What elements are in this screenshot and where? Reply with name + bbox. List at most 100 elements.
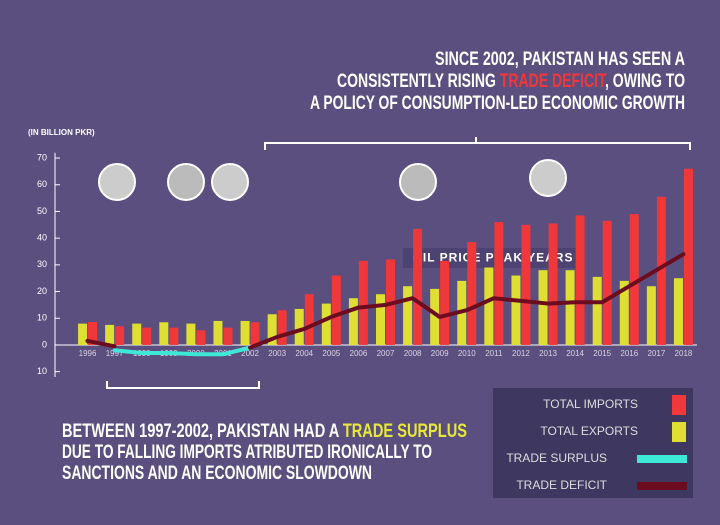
x-tick-label: 2006 [350,349,368,358]
note-highlight: TRADE SURPLUS [343,421,467,442]
x-tick-label: 2011 [485,349,503,358]
x-tick-label: 2007 [377,349,395,358]
y-tick-label: 40 [37,233,47,243]
legend-swatch [637,482,687,490]
bar [413,228,423,345]
bar [358,260,368,345]
legend-label: TRADE SURPLUS [506,451,607,465]
bar [240,320,250,345]
headline-part: CONSISTENTLY RISING [337,71,500,92]
legend-label: TOTAL IMPORTS [543,397,638,411]
bar [223,327,233,345]
bar [186,323,196,345]
bar [132,323,142,345]
bar [403,286,413,345]
note-line: BETWEEN 1997-2002, PAKISTAN HAD A TRADE … [62,421,467,442]
x-tick-label: 2008 [404,349,422,358]
bar [331,275,341,345]
y-tick-label: 50 [37,206,47,216]
note-line: SANCTIONS AND AN ECONOMIC SLOWDOWN [62,463,372,484]
y-tick-label: 0 [42,339,47,349]
line [85,252,686,350]
x-tick-label: 2010 [458,349,476,358]
bar [348,298,358,345]
line [112,345,253,357]
bar [592,276,602,345]
bar [376,294,385,345]
y-tick-label: 10 [37,313,47,323]
note-part: BETWEEN 1997-2002, PAKISTAN HAD A [62,421,343,442]
x-tick-label: 2005 [322,349,340,358]
headline-part: , OWING TO [605,71,685,92]
headline-highlight: TRADE DEFICIT [500,71,607,92]
bar [267,314,277,345]
portrait [98,163,136,201]
bar [304,294,314,345]
bar [646,286,656,345]
bar [321,303,331,345]
x-tick-label: 2003 [268,349,286,358]
x-tick-label: 2013 [539,349,557,358]
bar [656,196,666,345]
bar [565,270,575,345]
y-tick-label: 70 [37,152,47,162]
y-tick-label: 30 [37,259,47,269]
y-tick-label: 60 [37,179,47,189]
bar [430,288,440,345]
bar [88,321,98,345]
bar [213,320,223,345]
portrait [167,163,205,201]
bar [494,222,504,345]
bar [440,260,450,345]
bar [105,324,115,345]
x-tick-label: 2009 [431,349,449,358]
y-axis-label: (IN BILLION PKR) [28,128,95,137]
legend-swatch [672,395,686,415]
portrait [211,163,249,201]
bar [142,327,152,345]
portrait [529,159,567,197]
headline-line: A POLICY OF CONSUMPTION-LED ECONOMIC GRO… [310,93,685,114]
bar [629,214,639,345]
y-tick-label: 10 [37,366,47,376]
legend-box [493,388,693,498]
legend-label: TRADE DEFICIT [516,478,607,492]
legend-swatch [672,422,686,442]
bar [250,322,260,345]
x-tick-label: 2015 [593,349,611,358]
legend-swatch [637,455,687,463]
x-tick-label: 2012 [512,349,530,358]
bar [169,327,179,345]
bar [511,275,521,345]
headline-line: SINCE 2002, PAKISTAN HAS SEEN A [435,49,685,70]
bar [484,267,494,345]
x-tick-label: 2016 [620,349,638,358]
bracket [106,381,260,389]
x-tick-label: 2014 [566,349,584,358]
y-tick-label: 20 [37,286,47,296]
bracket [264,137,691,150]
x-tick-label: 2004 [295,349,313,358]
bar [619,280,629,345]
bar [548,223,558,345]
x-tick-label: 2002 [241,349,259,358]
x-tick-label: 1996 [79,349,97,358]
note-line: DUE TO FALLING IMPORTS ATRIBUTED IRONICA… [62,442,432,463]
bar [602,220,612,345]
bar [78,323,88,345]
bar [159,322,169,345]
portraits [98,159,567,201]
legend-label: TOTAL EXPORTS [540,424,638,438]
x-tick-label: 2017 [647,349,665,358]
bar [196,330,206,345]
x-tick-label: 2018 [675,349,693,358]
bar [115,326,125,345]
bar [277,310,287,345]
bar [521,224,531,345]
bar [683,168,693,345]
bar [294,308,304,345]
bar [575,215,585,345]
portrait [399,163,437,201]
bar [467,242,477,345]
